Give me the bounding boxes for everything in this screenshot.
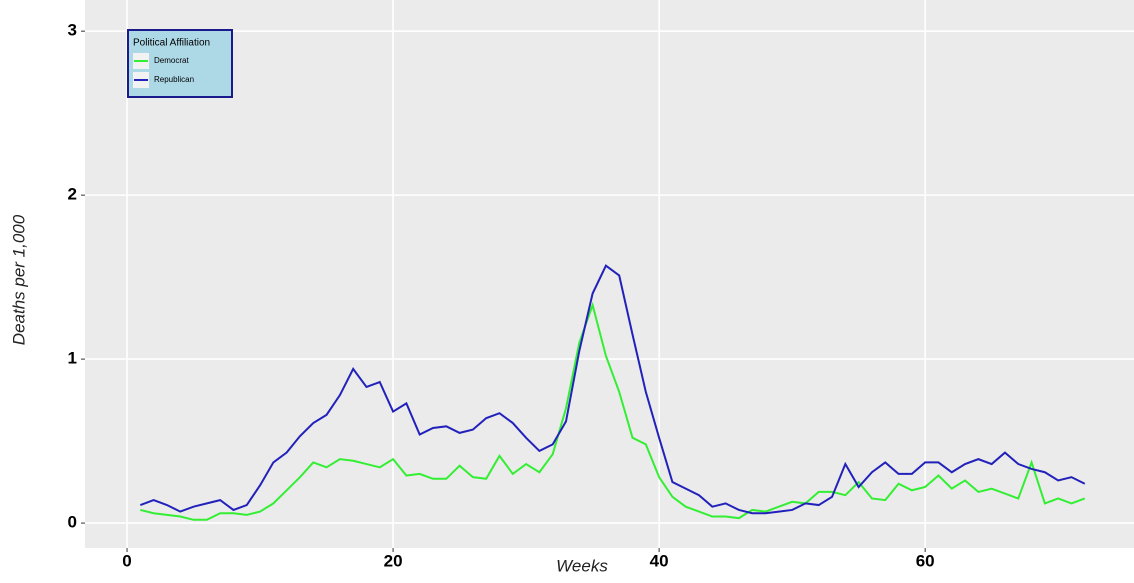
y-tick-label: 0: [68, 513, 77, 532]
legend-title: Political Affiliation: [133, 38, 210, 49]
plot-panel: [85, 0, 1134, 548]
series-line: [139, 264, 1086, 515]
y-axis-title: Deaths per 1,000: [9, 214, 28, 345]
legend-label: Republican: [154, 75, 194, 84]
y-tick-label: 1: [68, 349, 77, 368]
x-tick-label: 0: [122, 551, 131, 570]
x-tick-label: 60: [916, 551, 935, 570]
legend-label: Democrat: [154, 56, 189, 65]
y-tick-label: 2: [68, 185, 77, 204]
x-axis-title: Weeks: [556, 556, 608, 575]
x-tick-label: 20: [384, 551, 403, 570]
y-tick-label: 3: [68, 21, 77, 40]
x-tick-label: 40: [650, 551, 669, 570]
legend-box: [127, 29, 233, 98]
series-line: [140, 301, 1086, 521]
